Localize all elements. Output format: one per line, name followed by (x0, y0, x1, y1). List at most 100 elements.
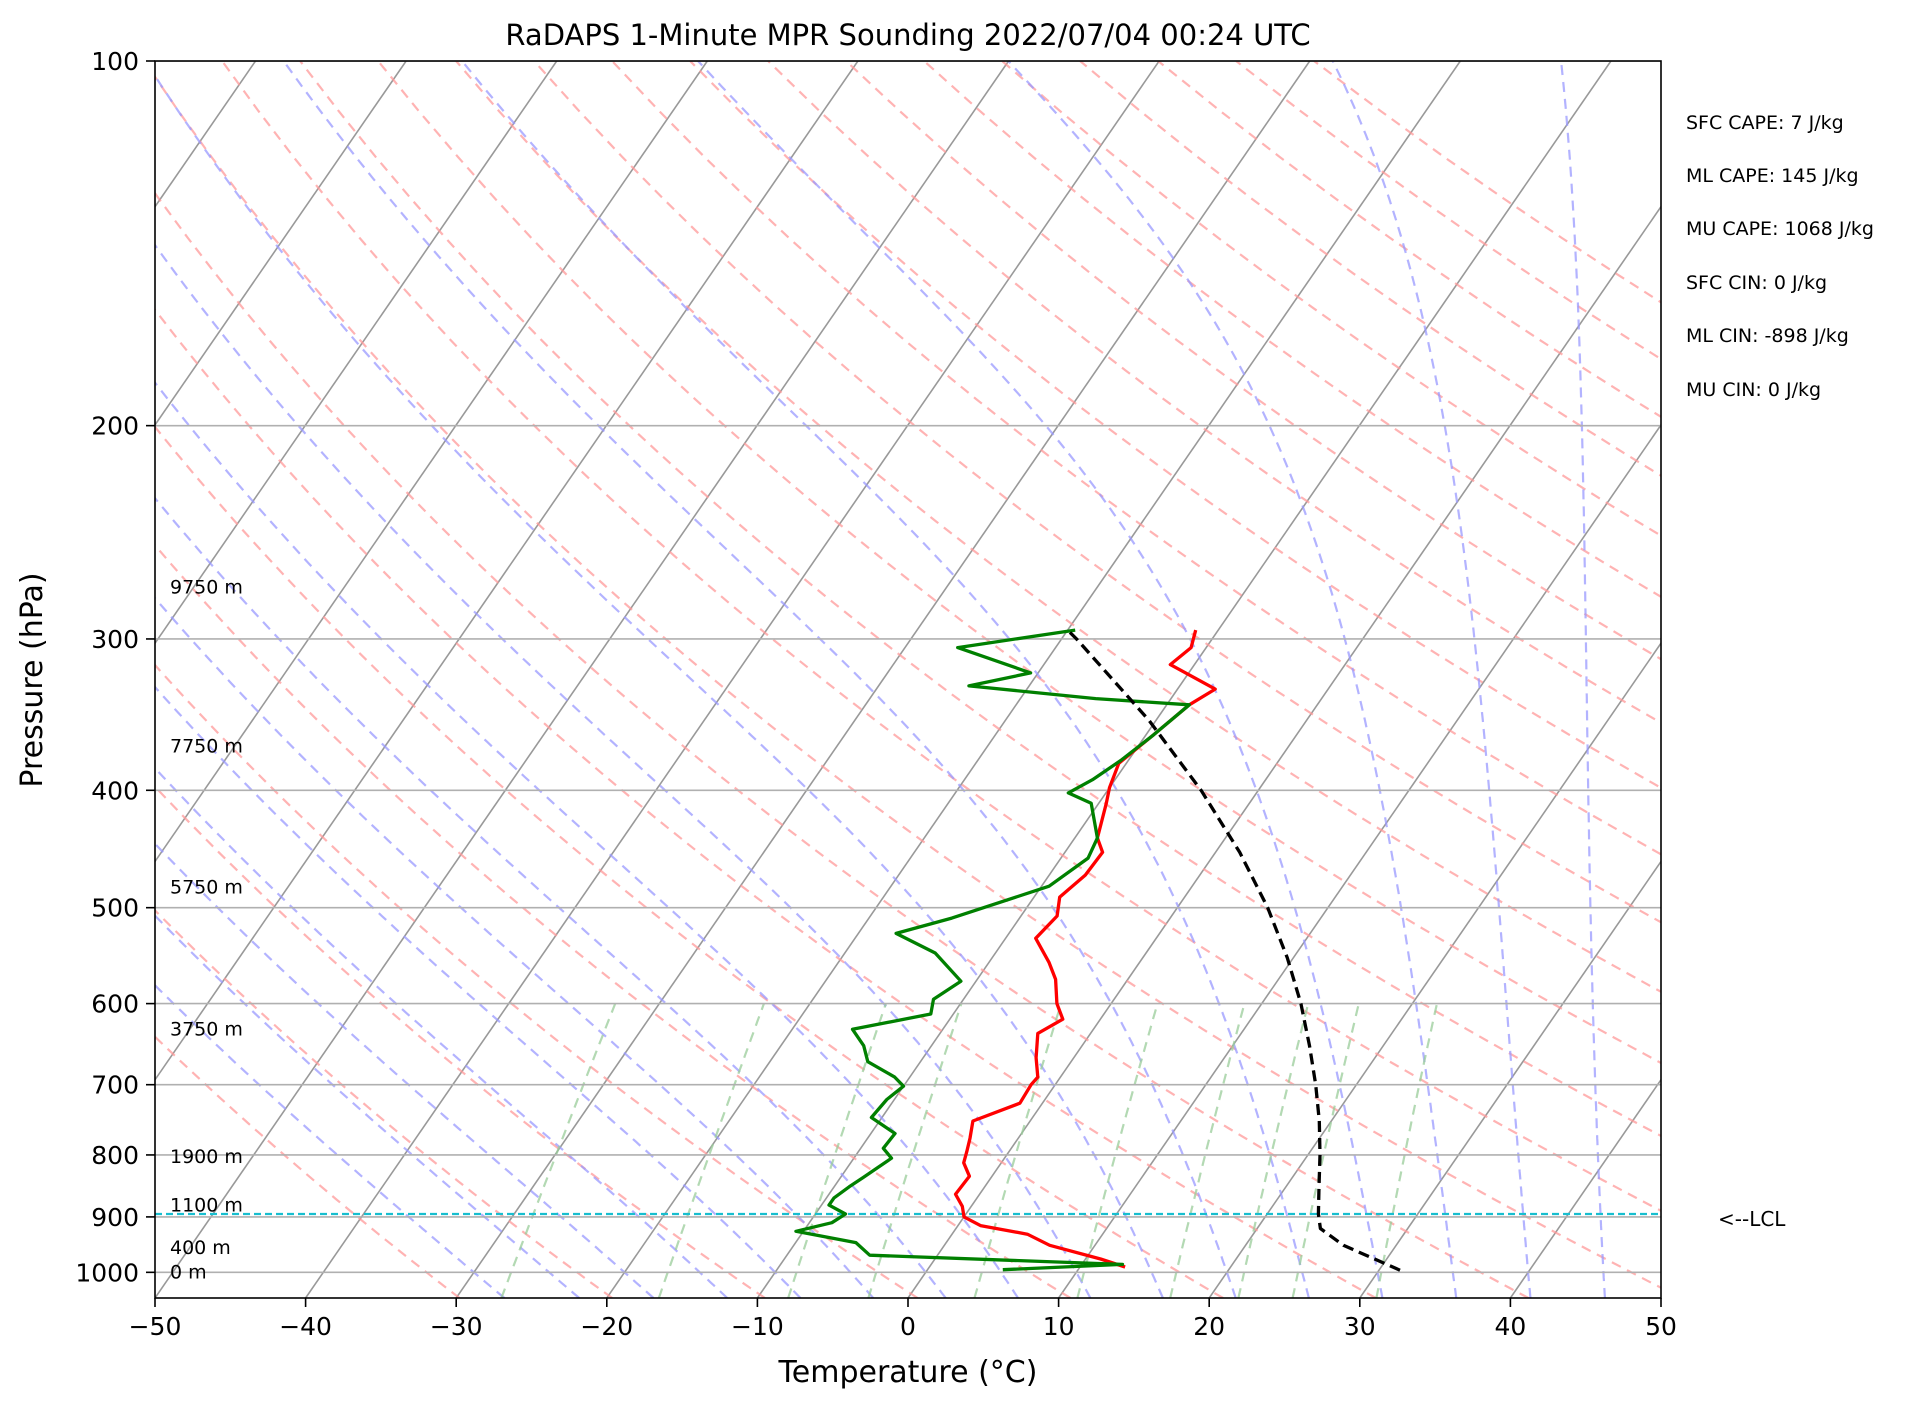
dry-adiabat-line (155, 908, 613, 1298)
dry-adiabat-line (455, 61, 1661, 994)
moist-adiabat-line (1560, 61, 1606, 1298)
mixing-ratio-line (867, 1003, 963, 1298)
dry-adiabat-line (155, 1035, 461, 1298)
isotherm-line (907, 205, 1661, 1298)
dry-adiabat-line (155, 785, 766, 1298)
isotherm-line (1208, 641, 1661, 1298)
parcel-trace (1068, 630, 1401, 1272)
x-tick-label: 40 (1494, 1312, 1526, 1341)
dry-adiabat-line (155, 663, 919, 1298)
dry-adiabat-line (155, 308, 1377, 1298)
x-tick-label: 0 (900, 1312, 916, 1341)
x-tick-label: 10 (1043, 1312, 1075, 1341)
dry-adiabat-line (767, 61, 1661, 725)
mixing-ratio-line (787, 1003, 887, 1298)
sounding-traces (794, 628, 1401, 1272)
x-tick-label: 30 (1344, 1312, 1376, 1341)
y-tick-label: 100 (91, 47, 139, 76)
height-label: 3750 m (170, 1018, 243, 1040)
y-axis-ticks: 100 200 300 400 500 600 700 800 900 1000 (75, 47, 155, 1287)
plot-frame (154, 60, 1662, 1299)
dry-adiabat-line (533, 61, 1661, 924)
dewpoint-trace (794, 628, 1191, 1272)
dry-adiabat-line (845, 61, 1661, 661)
dry-adiabat-line (1235, 61, 1661, 361)
param-ml-cin: ML CIN: -898 J/kg (1686, 325, 1849, 347)
height-label: 400 m (170, 1237, 231, 1259)
y-tick-label: 800 (91, 1141, 139, 1170)
x-tick-label: 20 (1193, 1312, 1225, 1341)
height-label: 7750 m (170, 735, 243, 757)
height-label: 5750 m (170, 876, 243, 898)
height-label: 0 m (170, 1261, 207, 1283)
x-tick-label: −30 (430, 1312, 483, 1341)
isotherm-line (1509, 1078, 1661, 1298)
dry-adiabat-line (377, 61, 1661, 1065)
x-axis-label: Temperature (°C) (778, 1355, 1038, 1390)
moist-adiabat-line (1331, 61, 1532, 1298)
moist-adiabat-line (155, 496, 947, 1298)
x-axis-ticks: −50 −40 −30 −20 −10 0 10 20 30 40 50 (129, 1298, 1677, 1341)
moist-adiabat-line (155, 243, 1092, 1298)
moist-adiabat-line (155, 685, 802, 1298)
y-tick-label: 600 (91, 990, 139, 1019)
dry-adiabat-line (923, 61, 1661, 599)
mixing-ratio-line (1291, 1003, 1360, 1298)
dry-adiabat-line (1157, 61, 1661, 419)
moist-adiabat-line (155, 380, 1019, 1298)
dry-adiabat-line (155, 191, 1530, 1298)
mixing-ratio-line (657, 1003, 765, 1298)
isotherm-line (304, 61, 1160, 1298)
y-tick-label: 1000 (75, 1258, 139, 1287)
isotherm-line (155, 61, 859, 1082)
height-label: 9750 m (170, 576, 243, 598)
y-axis-label: Pressure (hPa) (15, 572, 50, 787)
param-mu-cin: MU CIN: 0 J/kg (1686, 379, 1821, 401)
dry-adiabat-line (689, 61, 1661, 790)
moist-adiabat-line (697, 61, 1384, 1298)
isotherm-line (606, 61, 1461, 1298)
parameter-list: SFC CAPE: 7 J/kg ML CAPE: 145 J/kg MU CA… (1686, 112, 1874, 401)
moist-adiabat-line (155, 596, 875, 1298)
pressure-gridlines (155, 61, 1661, 1274)
x-tick-label: −20 (580, 1312, 633, 1341)
moist-adiabat-line (155, 766, 728, 1298)
y-tick-label: 900 (91, 1203, 139, 1232)
dry-adiabat-line (155, 74, 1661, 1289)
isotherm-line (756, 61, 1612, 1298)
x-tick-label: −40 (279, 1312, 332, 1341)
param-sfc-cin: SFC CIN: 0 J/kg (1686, 272, 1827, 294)
isotherm-line (1359, 860, 1661, 1298)
chart-title: RaDAPS 1-Minute MPR Sounding 2022/07/04 … (505, 18, 1310, 52)
moist-adiabat-line (155, 842, 655, 1298)
dry-adiabat-line (155, 543, 1071, 1298)
dry-adiabat-line (299, 61, 1661, 1138)
x-tick-label: 50 (1645, 1312, 1677, 1341)
mixing-ratio-line (1076, 1003, 1159, 1298)
y-tick-label: 300 (91, 625, 139, 654)
background-lines (155, 61, 1661, 1298)
isotherm-line (155, 61, 558, 645)
mixing-ratio-line (500, 1003, 617, 1298)
isotherm-line (455, 61, 1311, 1298)
isotherm-line (155, 61, 708, 863)
isotherm-line (1660, 1296, 1661, 1298)
y-tick-label: 700 (91, 1071, 139, 1100)
moist-adiabat-line (461, 61, 1310, 1298)
mixing-ratio-line (1169, 1003, 1246, 1298)
y-tick-label: 500 (91, 894, 139, 923)
isotherm-line (155, 61, 407, 427)
height-label: 1900 m (170, 1146, 243, 1168)
isotherm-line (1057, 423, 1661, 1298)
moist-adiabat-line (1007, 61, 1458, 1298)
y-tick-label: 200 (91, 412, 139, 441)
mixing-ratio-line (1375, 1003, 1439, 1298)
param-ml-cape: ML CAPE: 145 J/kg (1686, 165, 1859, 187)
moist-adiabat-line (155, 914, 580, 1298)
lcl-label: <--LCL (1718, 1207, 1786, 1231)
dry-adiabat-line (1001, 61, 1661, 537)
height-label: 1100 m (170, 1195, 243, 1217)
moist-adiabat-line (155, 73, 1164, 1298)
param-sfc-cape: SFC CAPE: 7 J/kg (1686, 112, 1844, 134)
